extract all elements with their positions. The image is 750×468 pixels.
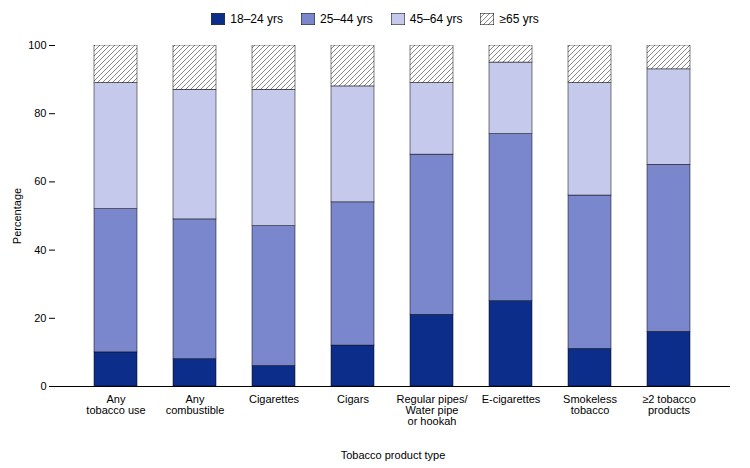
svg-text:0: 0	[40, 380, 46, 392]
svg-text:20: 20	[34, 312, 46, 324]
html-text:25–44 yrs: 25–44 yrs	[320, 12, 373, 26]
html-text:18–24 yrs: 18–24 yrs	[230, 12, 283, 26]
svg-text:≥2 tobaccoproducts: ≥2 tobaccoproducts	[642, 393, 696, 416]
html-text:≥65 yrs: ≥65 yrs	[499, 12, 539, 26]
svg-text:E-cigarettes: E-cigarettes	[482, 393, 541, 405]
svg-text:80: 80	[34, 107, 46, 119]
svg-text:60: 60	[34, 175, 46, 187]
svg-text:Tobacco product type: Tobacco product type	[341, 449, 446, 461]
svg-text:Anycombustible: Anycombustible	[166, 393, 225, 416]
svg-text:Percentage: Percentage	[11, 188, 23, 244]
svg-text:40: 40	[34, 244, 46, 256]
svg-text:Regular pipes/Water pipeor hoo: Regular pipes/Water pipeor hookah	[397, 393, 469, 427]
svg-text:Anytobacco use: Anytobacco use	[86, 393, 145, 416]
svg-text:Smokelesstobacco: Smokelesstobacco	[563, 393, 617, 416]
svg-text:100: 100	[28, 39, 46, 51]
svg-text:Cigarettes: Cigarettes	[249, 393, 300, 405]
svg-text:Cigars: Cigars	[337, 393, 369, 405]
html-text:45–64 yrs: 45–64 yrs	[409, 12, 463, 26]
